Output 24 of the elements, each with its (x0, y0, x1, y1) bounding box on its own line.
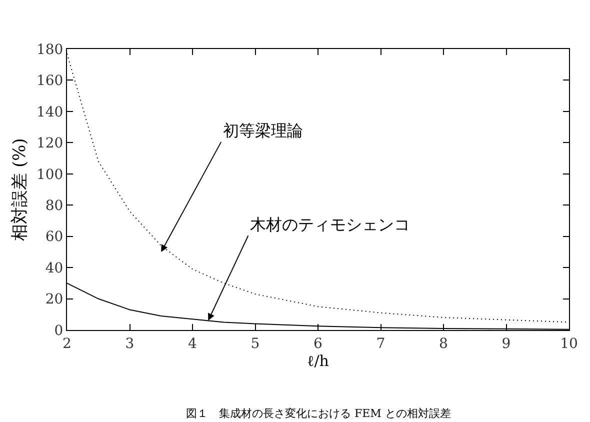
x-tick-label: 8 (439, 336, 448, 352)
y-tick-label: 40 (45, 260, 64, 276)
y-tick-label: 120 (36, 136, 64, 152)
y-tick-label: 180 (36, 42, 64, 58)
y-tick-label: 0 (54, 322, 64, 339)
annotation: 初等梁理論 (223, 121, 303, 140)
x-tick-label: 9 (502, 336, 511, 352)
x-axis-title: ℓ/h (307, 352, 330, 370)
y-tick-label: 160 (36, 73, 64, 90)
x-tick-label: 7 (376, 336, 386, 352)
caption: 図１ 集成材の長さ変化における FEM との相対誤差 (186, 407, 451, 420)
y-tick-label: 140 (36, 104, 64, 120)
annotation: 木材のティモシェンコ (250, 215, 410, 234)
x-tick-label: 5 (250, 336, 260, 352)
x-tick-label: 6 (314, 336, 323, 352)
x-tick-label: 2 (62, 336, 72, 352)
x-tick-label: 10 (560, 336, 578, 352)
y-tick-label: 80 (45, 198, 64, 214)
y-axis-title: 相対誤差 (%) (10, 138, 30, 241)
x-tick-label: 4 (188, 336, 198, 352)
x-tick-label: 3 (125, 336, 134, 352)
y-tick-label: 20 (45, 292, 64, 308)
y-tick-label: 60 (45, 229, 64, 246)
y-tick-label: 100 (36, 166, 64, 183)
